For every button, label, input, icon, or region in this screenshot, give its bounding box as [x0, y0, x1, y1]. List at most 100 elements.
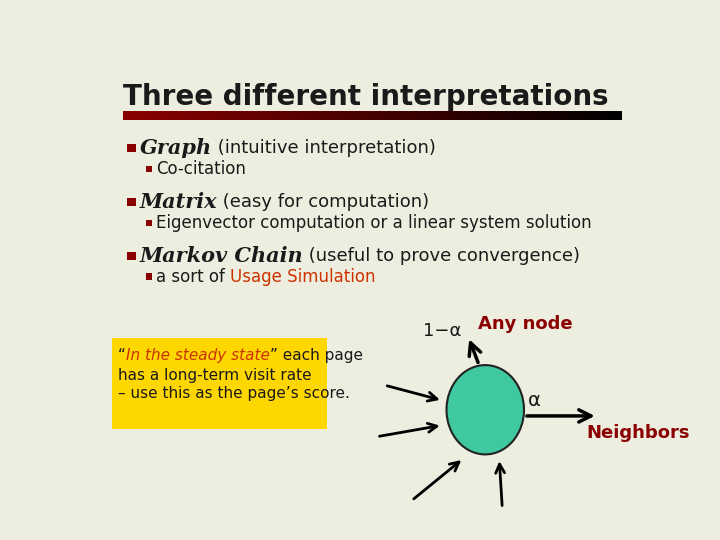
Bar: [175, 111, 178, 120]
Bar: [486, 111, 490, 120]
Bar: [145, 111, 148, 120]
Bar: [546, 111, 549, 120]
Bar: [616, 111, 619, 120]
Bar: [561, 111, 564, 120]
Bar: [225, 111, 228, 120]
Bar: [544, 111, 547, 120]
Bar: [284, 111, 288, 120]
Bar: [195, 111, 198, 120]
Bar: [202, 111, 205, 120]
Bar: [153, 111, 156, 120]
Bar: [566, 111, 570, 120]
Text: (useful to prove convergence): (useful to prove convergence): [303, 247, 580, 265]
Bar: [611, 111, 614, 120]
Bar: [235, 111, 238, 120]
Bar: [329, 111, 333, 120]
Bar: [372, 111, 375, 120]
Bar: [132, 111, 136, 120]
Bar: [177, 111, 181, 120]
Bar: [112, 338, 327, 429]
Bar: [190, 111, 193, 120]
Bar: [199, 111, 203, 120]
Bar: [397, 111, 400, 120]
Bar: [242, 111, 246, 120]
Bar: [571, 111, 575, 120]
Text: Usage Simulation: Usage Simulation: [230, 267, 376, 286]
Bar: [317, 111, 320, 120]
Text: In the steady state: In the steady state: [126, 348, 269, 362]
Bar: [297, 111, 300, 120]
Bar: [260, 111, 263, 120]
Bar: [339, 111, 343, 120]
Text: has a long-term visit rate: has a long-term visit rate: [118, 368, 312, 383]
Bar: [361, 111, 365, 120]
Bar: [556, 111, 559, 120]
Bar: [352, 111, 355, 120]
Bar: [588, 111, 592, 120]
Bar: [549, 111, 552, 120]
Text: Co-citation: Co-citation: [156, 160, 246, 178]
Bar: [424, 111, 427, 120]
Bar: [541, 111, 544, 120]
Bar: [337, 111, 340, 120]
Bar: [292, 111, 295, 120]
Bar: [564, 111, 567, 120]
Bar: [215, 111, 218, 120]
Bar: [279, 111, 283, 120]
Bar: [539, 111, 542, 120]
Bar: [170, 111, 173, 120]
Bar: [257, 111, 261, 120]
Bar: [412, 111, 415, 120]
Bar: [414, 111, 418, 120]
Bar: [467, 111, 469, 120]
Bar: [459, 111, 462, 120]
Bar: [307, 111, 310, 120]
Bar: [289, 111, 293, 120]
Bar: [407, 111, 410, 120]
Bar: [342, 111, 345, 120]
Bar: [389, 111, 392, 120]
Bar: [551, 111, 554, 120]
Bar: [531, 111, 534, 120]
Bar: [197, 111, 201, 120]
Bar: [603, 111, 607, 120]
Bar: [359, 111, 363, 120]
Bar: [384, 111, 387, 120]
Bar: [237, 111, 240, 120]
Bar: [504, 111, 507, 120]
Bar: [501, 111, 505, 120]
Bar: [160, 111, 163, 120]
Bar: [145, 166, 152, 172]
Bar: [601, 111, 604, 120]
Bar: [477, 111, 480, 120]
Text: ” each page: ” each page: [269, 348, 363, 362]
Bar: [228, 111, 230, 120]
Text: (easy for computation): (easy for computation): [217, 193, 429, 211]
Bar: [252, 111, 256, 120]
Bar: [392, 111, 395, 120]
Bar: [484, 111, 487, 120]
Bar: [135, 111, 138, 120]
Bar: [608, 111, 612, 120]
Bar: [526, 111, 529, 120]
Bar: [158, 111, 161, 120]
Bar: [312, 111, 315, 120]
Bar: [441, 111, 445, 120]
Bar: [514, 111, 517, 120]
Bar: [145, 273, 152, 280]
Bar: [344, 111, 348, 120]
Ellipse shape: [446, 365, 524, 455]
Bar: [272, 111, 275, 120]
Bar: [456, 111, 459, 120]
Bar: [122, 111, 126, 120]
Bar: [444, 111, 447, 120]
Bar: [322, 111, 325, 120]
Bar: [574, 111, 577, 120]
Bar: [462, 111, 464, 120]
Bar: [559, 111, 562, 120]
Bar: [451, 111, 455, 120]
Bar: [419, 111, 423, 120]
Bar: [394, 111, 397, 120]
Bar: [180, 111, 183, 120]
Bar: [489, 111, 492, 120]
